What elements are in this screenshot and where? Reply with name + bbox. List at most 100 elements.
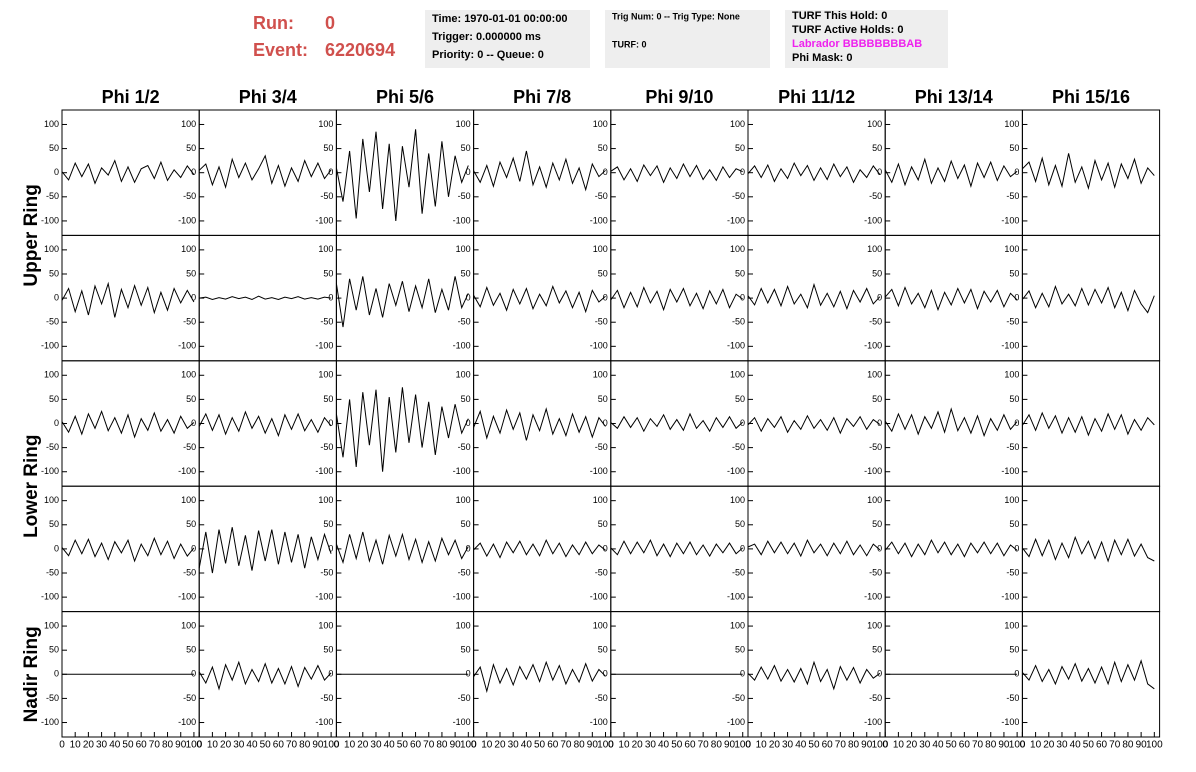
x-tick-label: 30 — [233, 740, 245, 751]
y-tick-label: -50 — [458, 317, 471, 327]
y-tick-label: -100 — [1001, 215, 1019, 225]
y-tick-label: -100 — [41, 717, 59, 727]
x-tick-label: 20 — [1043, 740, 1055, 751]
y-tick-label: 50 — [598, 143, 608, 153]
y-tick-label: 100 — [1004, 495, 1019, 505]
y-tick-label: 100 — [1004, 119, 1019, 129]
y-tick-label: 50 — [323, 394, 333, 404]
x-tick-label: 40 — [658, 740, 670, 751]
waveform — [884, 539, 1018, 558]
waveform — [335, 387, 469, 472]
y-tick-label: 0 — [877, 669, 882, 679]
y-tick-label: 100 — [593, 244, 608, 254]
y-tick-label: 50 — [735, 143, 745, 153]
y-tick-label: 0 — [54, 669, 59, 679]
info-text: Phi Mask: 0 — [792, 52, 853, 64]
y-tick-label: 0 — [54, 292, 59, 302]
y-tick-label: 50 — [49, 143, 59, 153]
y-tick-label: 50 — [735, 645, 745, 655]
row-title: Upper Ring — [21, 184, 42, 286]
y-tick-label: 50 — [186, 268, 196, 278]
x-tick-label: 70 — [698, 740, 710, 751]
y-tick-label: 50 — [186, 143, 196, 153]
y-tick-label: 0 — [877, 418, 882, 428]
y-tick-label: 0 — [466, 292, 471, 302]
y-tick-label: 0 — [328, 292, 333, 302]
y-tick-label: 100 — [456, 244, 471, 254]
y-tick-label: 0 — [740, 292, 745, 302]
y-tick-label: -100 — [1001, 717, 1019, 727]
y-tick-label: -50 — [869, 442, 882, 452]
x-tick-label: 80 — [299, 740, 311, 751]
y-tick-label: 0 — [328, 167, 333, 177]
y-tick-label: 50 — [49, 645, 59, 655]
x-tick-label: 30 — [96, 740, 108, 751]
y-tick-label: 0 — [603, 543, 608, 553]
waveform — [747, 539, 881, 558]
waveform — [1022, 659, 1155, 690]
x-tick-label: 60 — [136, 740, 148, 751]
x-tick-label: 100 — [734, 740, 751, 751]
y-tick-label: -100 — [453, 215, 471, 225]
y-tick-label: 100 — [318, 495, 333, 505]
x-tick-label: 80 — [985, 740, 997, 751]
x-tick-label: 100 — [872, 740, 889, 751]
waveform — [198, 154, 332, 190]
y-tick-label: 0 — [328, 418, 333, 428]
waveform — [884, 157, 1018, 188]
y-tick-label: 100 — [867, 620, 882, 630]
y-tick-label: -100 — [727, 215, 745, 225]
y-tick-label: 0 — [1014, 543, 1019, 553]
y-tick-label: 100 — [181, 620, 196, 630]
y-tick-label: 50 — [735, 394, 745, 404]
waveform — [473, 285, 606, 314]
y-tick-label: 0 — [1014, 669, 1019, 679]
y-tick-label: -50 — [869, 567, 882, 577]
y-tick-label: 0 — [191, 292, 196, 302]
y-tick-label: 100 — [318, 620, 333, 630]
y-tick-label: -50 — [320, 191, 333, 201]
y-tick-label: -100 — [178, 592, 196, 602]
x-tick-label: 20 — [632, 740, 644, 751]
x-tick-label: 100 — [1009, 740, 1026, 751]
y-tick-label: 100 — [867, 244, 882, 254]
y-tick-label: 0 — [740, 418, 745, 428]
x-tick-label: 90 — [450, 740, 462, 751]
x-tick-label: 10 — [893, 740, 905, 751]
y-tick-label: 50 — [461, 645, 471, 655]
y-tick-label: -50 — [458, 693, 471, 703]
y-tick-label: -50 — [183, 567, 196, 577]
x-tick-label: 20 — [494, 740, 506, 751]
y-tick-label: 100 — [456, 495, 471, 505]
x-tick-label: 10 — [481, 740, 493, 751]
waveform — [199, 295, 332, 301]
y-tick-label: 100 — [181, 495, 196, 505]
x-tick-label: 60 — [547, 740, 559, 751]
y-tick-label: 100 — [593, 370, 608, 380]
y-tick-label: 50 — [323, 645, 333, 655]
y-tick-label: -100 — [178, 717, 196, 727]
y-tick-label: -100 — [41, 215, 59, 225]
y-tick-label: -50 — [46, 693, 59, 703]
y-tick-label: -100 — [41, 592, 59, 602]
x-tick-label: 90 — [312, 740, 324, 751]
y-tick-label: -100 — [453, 341, 471, 351]
y-tick-label: 100 — [730, 495, 745, 505]
y-tick-label: 0 — [191, 167, 196, 177]
y-tick-label: -50 — [183, 317, 196, 327]
x-tick-label: 90 — [998, 740, 1010, 751]
y-tick-label: -50 — [732, 442, 745, 452]
y-tick-label: 100 — [456, 119, 471, 129]
info-box — [605, 10, 770, 68]
waveform — [610, 539, 744, 558]
info-box — [785, 10, 948, 68]
x-tick-label: 20 — [83, 740, 95, 751]
x-tick-label: 50 — [946, 740, 958, 751]
x-tick-label: 30 — [1056, 740, 1068, 751]
x-tick-label: 80 — [1122, 740, 1134, 751]
y-tick-label: 0 — [191, 669, 196, 679]
y-tick-label: -100 — [453, 592, 471, 602]
column-title: Phi 7/8 — [513, 87, 571, 107]
y-tick-label: 50 — [598, 394, 608, 404]
x-tick-label: 30 — [370, 740, 382, 751]
